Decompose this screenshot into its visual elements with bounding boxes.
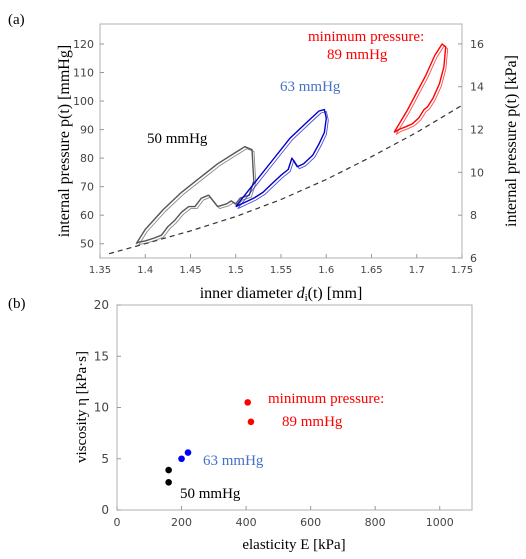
y-tick-label: 5 — [101, 452, 109, 466]
y-tick-label: 120 — [73, 38, 94, 51]
x-tick-label: 200 — [171, 516, 192, 529]
y-tick-label: 50 — [80, 238, 94, 251]
hysteresis-loop-2 — [393, 43, 447, 133]
panel-b-label: (b) — [8, 296, 26, 312]
panel-b-series — [165, 399, 255, 486]
panel-a-y-axis-label-left: internal pressure p(t) [mmHg] — [56, 45, 73, 237]
y-tick-label: 0 — [101, 503, 109, 517]
annotation-89-mmhg: 89 mmHg — [282, 414, 343, 430]
panel-a-y-axis-label-right: internal pressure p(t) [kPa] — [503, 55, 520, 227]
y-tick-label: 10 — [94, 401, 109, 415]
x-tick-label: 800 — [365, 516, 386, 529]
x-tick-label: 1.5 — [228, 265, 244, 276]
y-right-tick-label: 10 — [470, 166, 484, 179]
y-right-tick-label: 8 — [470, 209, 477, 222]
x-tick-label: 600 — [300, 516, 321, 529]
panel-a-y-axis-left: 50 60 70 80 90 100 110 120 — [73, 38, 104, 251]
panel-a-x-axis-label: inner diameter di(t) [mm] — [200, 285, 363, 304]
y-tick-label: 110 — [73, 67, 94, 80]
y-tick-label: 80 — [80, 152, 94, 165]
x-tick-label: 1.65 — [360, 265, 382, 276]
scatter-point — [165, 479, 172, 486]
x-tick-label: 1.35 — [89, 265, 111, 276]
y-tick-label: 20 — [94, 298, 109, 312]
panel-a-label: (a) — [8, 12, 25, 28]
x-tick-label: 1.75 — [451, 265, 473, 276]
hysteresis-loop-1 — [235, 108, 327, 208]
x-tick-label: 1.6 — [318, 265, 334, 276]
y-right-tick-label: 12 — [470, 124, 484, 137]
annotation-minimum-pressure: minimum pressure: — [308, 29, 424, 45]
annotation-50-mmhg: 50 mmHg — [180, 486, 241, 502]
annotation-63-mmhg: 63 mmHg — [203, 453, 264, 469]
y-right-tick-label: 16 — [470, 38, 484, 51]
panel-b-y-axis: 0 5 10 15 20 — [94, 298, 121, 517]
x-tick-label: 1.7 — [409, 265, 425, 276]
x-tick-label: 0 — [114, 516, 121, 529]
panel-b-plot-frame — [116, 304, 473, 511]
y-right-tick-label: 14 — [470, 81, 484, 94]
x-tick-label: 400 — [236, 516, 257, 529]
hysteresis-loop-trace-1 — [237, 111, 329, 210]
panel-b: (b) 0 200 400 600 800 1000 0 5 10 15 20 50 mmHg 6… — [8, 296, 473, 553]
panel-b-x-axis: 0 200 400 600 800 1000 — [114, 506, 454, 529]
annotation-50-mmhg: 50 mmHg — [147, 131, 208, 147]
annotation-63-mmhg: 63 mmHg — [280, 79, 341, 95]
hysteresis-loop-trace-0 — [137, 148, 257, 247]
panel-b-y-axis-label: viscosity η [kPa·s] — [74, 351, 90, 463]
panel-a: (a) 1.35 1.4 1.45 1.5 1.55 1.6 1.65 1.7 1.75 50 6… — [8, 12, 520, 304]
x-tick-label: 1000 — [426, 516, 454, 529]
panel-a-series — [135, 43, 449, 247]
y-right-tick-label: 6 — [470, 252, 477, 265]
hysteresis-loop-0 — [135, 146, 255, 245]
dashed-trend-curve — [108, 104, 463, 255]
y-tick-label: 15 — [94, 349, 109, 363]
scatter-point — [165, 466, 172, 474]
x-tick-label: 1.45 — [179, 265, 201, 276]
y-tick-label: 100 — [73, 95, 94, 108]
x-tick-label: 1.55 — [270, 265, 292, 276]
scatter-point — [184, 449, 192, 456]
scatter-point — [244, 399, 252, 406]
hysteresis-loop-trace-2 — [395, 45, 449, 135]
y-tick-label: 90 — [80, 124, 94, 137]
annotation-minimum-pressure: minimum pressure: — [268, 391, 384, 407]
scatter-point — [247, 418, 255, 426]
annotation-89-mmhg: 89 mmHg — [327, 47, 388, 63]
scatter-point — [178, 455, 185, 463]
x-tick-label: 1.4 — [137, 265, 153, 276]
y-tick-label: 60 — [80, 209, 94, 222]
panel-b-x-axis-label: elasticity E [kPa] — [242, 537, 345, 553]
panel-a-x-axis: 1.35 1.4 1.45 1.5 1.55 1.6 1.65 1.7 1.75 — [89, 254, 473, 276]
panel-a-y-axis-right: 6 8 10 12 14 16 — [458, 38, 484, 265]
y-tick-label: 70 — [80, 181, 94, 194]
